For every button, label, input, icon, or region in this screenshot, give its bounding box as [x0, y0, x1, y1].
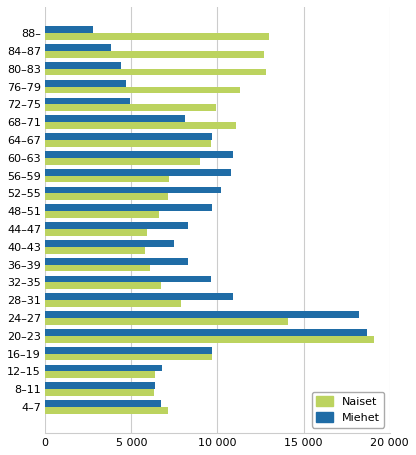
Bar [45, 26, 94, 33]
Bar [45, 407, 168, 414]
Bar [45, 229, 147, 236]
Bar [45, 176, 169, 182]
Bar [45, 389, 154, 396]
Bar [45, 44, 111, 51]
Bar [45, 283, 161, 289]
Bar [45, 364, 162, 371]
Bar [45, 204, 212, 211]
Bar [45, 116, 185, 122]
Bar [45, 187, 221, 193]
Bar [45, 51, 264, 58]
Bar [45, 169, 231, 176]
Bar [45, 240, 174, 247]
Bar [45, 329, 367, 336]
Bar [45, 86, 240, 93]
Bar [45, 276, 210, 283]
Bar [45, 80, 126, 86]
Bar [45, 247, 145, 253]
Bar [45, 258, 188, 265]
Bar [45, 354, 212, 360]
Bar [45, 371, 156, 378]
Bar [45, 151, 233, 158]
Bar [45, 300, 181, 307]
Bar [45, 69, 266, 76]
Bar [45, 222, 188, 229]
Bar [45, 311, 359, 318]
Bar [45, 211, 159, 218]
Bar [45, 140, 210, 147]
Bar [45, 347, 212, 354]
Bar [45, 265, 150, 271]
Bar [45, 318, 288, 325]
Bar [45, 158, 200, 165]
Bar [45, 133, 212, 140]
Bar [45, 336, 374, 343]
Bar [45, 33, 269, 40]
Bar [45, 193, 168, 200]
Bar [45, 62, 121, 69]
Bar [45, 400, 161, 407]
Bar [45, 383, 156, 389]
Bar [45, 293, 233, 300]
Bar [45, 104, 216, 111]
Legend: Naiset, Miehet: Naiset, Miehet [312, 392, 384, 428]
Bar [45, 97, 130, 104]
Bar [45, 122, 236, 129]
